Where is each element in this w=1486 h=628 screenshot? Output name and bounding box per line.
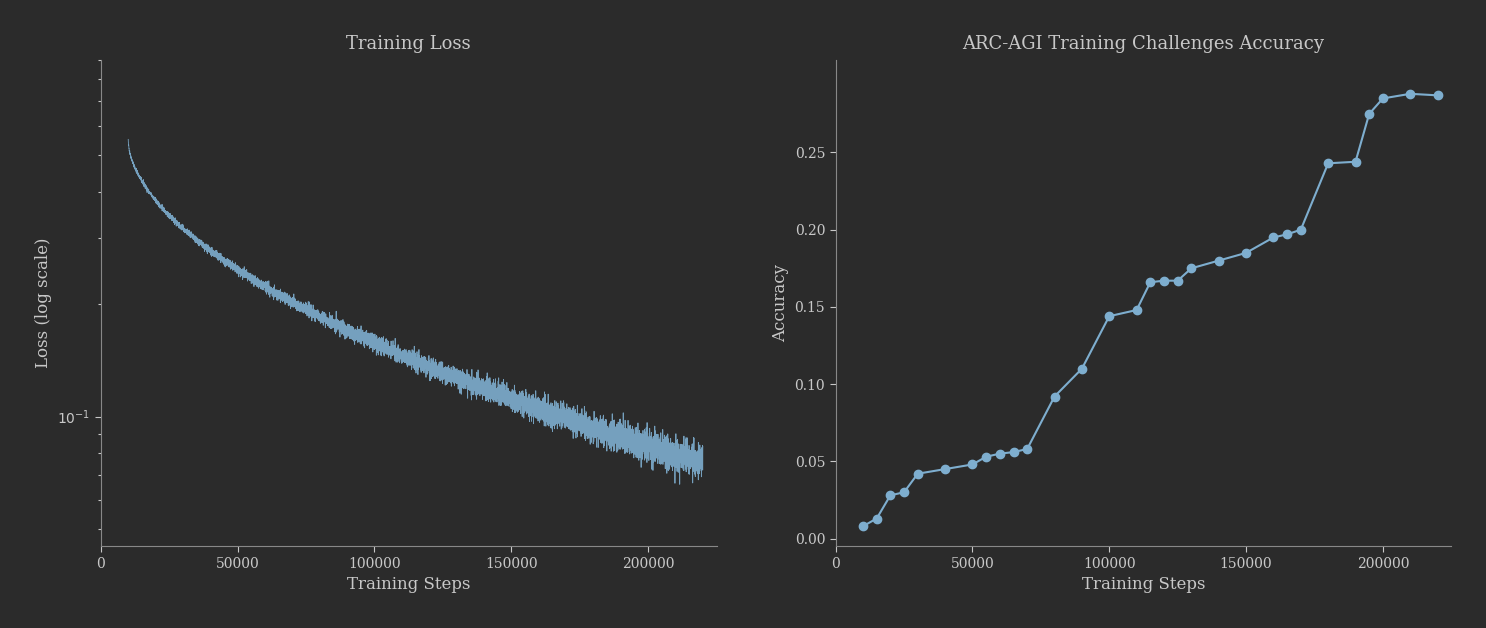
Title: Training Loss: Training Loss bbox=[346, 35, 471, 53]
Title: ARC-AGI Training Challenges Accuracy: ARC-AGI Training Challenges Accuracy bbox=[963, 35, 1324, 53]
X-axis label: Training Steps: Training Steps bbox=[346, 577, 471, 593]
Y-axis label: Accuracy: Accuracy bbox=[773, 264, 789, 342]
Y-axis label: Loss (log scale): Loss (log scale) bbox=[34, 238, 52, 368]
X-axis label: Training Steps: Training Steps bbox=[1082, 577, 1205, 593]
